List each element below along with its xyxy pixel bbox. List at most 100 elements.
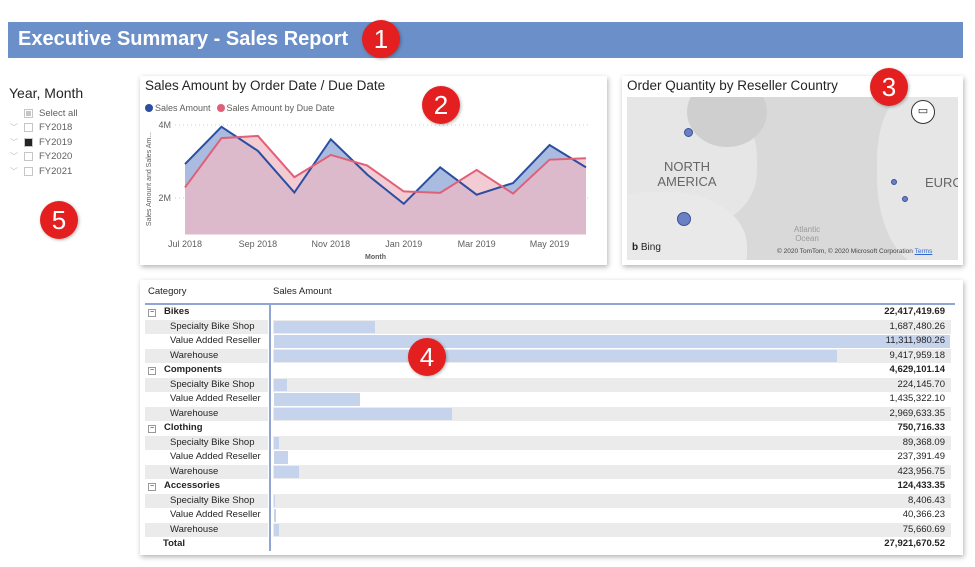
column-header-sales-amount[interactable]: Sales Amount xyxy=(273,286,332,297)
category-row[interactable]: − Bikes 22,417,419.69 xyxy=(145,305,951,320)
data-point[interactable] xyxy=(292,191,296,195)
data-bar xyxy=(274,494,275,507)
checkbox[interactable] xyxy=(24,152,33,161)
subcategory-row[interactable]: Specialty Bike Shop 1,687,480.26 xyxy=(145,319,951,334)
data-point[interactable] xyxy=(329,153,333,157)
data-point[interactable] xyxy=(219,125,223,129)
row-label-cell: Specialty Bike Shop xyxy=(145,435,268,450)
data-point[interactable] xyxy=(329,137,333,141)
row-label-cell: Specialty Bike Shop xyxy=(145,493,268,508)
data-point[interactable] xyxy=(511,181,515,185)
chart-legend: Sales Amount Sales Amount by Due Date xyxy=(145,103,335,113)
category-row[interactable]: − Accessories 124,433.35 xyxy=(145,479,951,494)
data-point[interactable] xyxy=(475,193,479,197)
chevron-down-icon[interactable]: ﹀ xyxy=(10,152,18,161)
row-label-cell: Specialty Bike Shop xyxy=(145,377,268,392)
sales-amount-value: 9,417,959.18 xyxy=(889,349,945,361)
category-label: Bikes xyxy=(164,306,190,317)
line-due-date[interactable] xyxy=(184,134,587,195)
subcategory-label: Warehouse xyxy=(170,349,219,361)
sales-amount-chart[interactable]: Sales Amount by Order Date / Due Date Sa… xyxy=(140,76,607,265)
x-tick-label: May 2019 xyxy=(530,239,570,249)
chevron-down-icon[interactable]: ﹀ xyxy=(10,166,18,176)
map-point-usa[interactable] xyxy=(677,212,691,226)
collapse-icon[interactable]: − xyxy=(148,483,156,491)
subcategory-row[interactable]: Warehouse 9,417,959.18 xyxy=(145,348,951,363)
slicer-item-fy2020[interactable]: ﹀ FY2020 xyxy=(10,150,72,164)
sales-amount-value: 8,406.43 xyxy=(908,494,945,506)
slicer-item-fy2018[interactable]: ﹀ FY2018 xyxy=(10,121,72,135)
data-point[interactable] xyxy=(584,156,588,160)
chevron-down-icon[interactable]: ﹀ xyxy=(10,123,18,132)
y-tick-label: 2M xyxy=(158,193,171,203)
data-point[interactable] xyxy=(438,191,442,195)
subcategory-row[interactable]: Value Added Reseller 11,311,980.26 xyxy=(145,334,951,349)
map-point-canada[interactable] xyxy=(684,128,693,137)
data-point[interactable] xyxy=(256,134,260,138)
subcategory-row[interactable]: Value Added Reseller 40,366.23 xyxy=(145,508,951,523)
data-point[interactable] xyxy=(475,168,479,172)
legend-item-sales-amount[interactable]: Sales Amount xyxy=(145,103,211,113)
legend-dot xyxy=(145,104,153,112)
data-point[interactable] xyxy=(511,192,515,196)
slicer-item-fy2019[interactable]: ﹀ FY2019 xyxy=(10,135,72,149)
chevron-down-icon[interactable]: ﹀ xyxy=(10,137,18,147)
data-bar xyxy=(274,407,452,420)
data-point[interactable] xyxy=(402,202,406,206)
sales-amount-value: 423,956.75 xyxy=(897,465,945,477)
sales-amount-value: 22,417,419.69 xyxy=(884,306,945,317)
subcategory-row[interactable]: Value Added Reseller 237,391.49 xyxy=(145,450,951,465)
subcategory-row[interactable]: Warehouse 2,969,633.35 xyxy=(145,406,951,421)
collapse-icon[interactable]: − xyxy=(148,309,156,317)
checkbox[interactable] xyxy=(24,123,33,132)
checkbox[interactable] xyxy=(24,137,33,147)
data-point[interactable] xyxy=(256,149,260,153)
sales-matrix: Category Sales Amount − Bikes 22,417,419.6… xyxy=(140,280,963,555)
bar-background xyxy=(273,450,951,465)
subcategory-row[interactable]: Specialty Bike Shop 224,145.70 xyxy=(145,377,951,392)
checkbox[interactable] xyxy=(24,108,33,118)
data-point[interactable] xyxy=(365,164,369,168)
y-tick-label: 4M xyxy=(158,120,171,130)
map-title: Order Quantity by Reseller Country xyxy=(627,78,838,93)
data-point[interactable] xyxy=(365,173,369,177)
focus-mode-icon[interactable]: ▭ xyxy=(911,100,935,124)
row-label-cell: Warehouse xyxy=(145,522,268,537)
data-point[interactable] xyxy=(584,165,588,169)
line-sales-amount[interactable] xyxy=(184,125,587,206)
land-europe xyxy=(877,97,958,260)
category-row[interactable]: − Clothing 750,716.33 xyxy=(145,421,951,436)
data-point[interactable] xyxy=(292,175,296,179)
map-point-uk[interactable] xyxy=(891,179,897,185)
subcategory-row[interactable]: Warehouse 75,660.69 xyxy=(145,522,951,537)
map-visual[interactable]: Order Quantity by Reseller Country NORTH… xyxy=(622,76,963,265)
subcategory-row[interactable]: Specialty Bike Shop 89,368.09 xyxy=(145,435,951,450)
terms-link[interactable]: Terms xyxy=(914,248,933,255)
row-label-cell: Value Added Reseller xyxy=(145,450,268,465)
legend-item-due-date[interactable]: Sales Amount by Due Date xyxy=(216,103,335,113)
row-label-cell: − Components xyxy=(145,363,268,378)
data-point[interactable] xyxy=(402,189,406,193)
category-row[interactable]: − Components 4,629,101.14 xyxy=(145,363,951,378)
subcategory-row[interactable]: Value Added Reseller 1,435,322.10 xyxy=(145,392,951,407)
collapse-icon[interactable]: − xyxy=(148,425,156,433)
data-bar xyxy=(274,523,279,536)
slicer-item-fy2021[interactable]: ﹀ FY2021 xyxy=(10,164,72,178)
subcategory-row[interactable]: Specialty Bike Shop 8,406.43 xyxy=(145,493,951,508)
map-canvas[interactable]: NORTH AMERICA EURO Atlantic Ocean ▭ b Bi… xyxy=(627,97,958,260)
data-point[interactable] xyxy=(548,158,552,162)
chart-title: Sales Amount by Order Date / Due Date xyxy=(145,78,386,93)
annotation-marker-3: 3 xyxy=(870,68,908,106)
checkbox[interactable] xyxy=(24,166,33,176)
data-point[interactable] xyxy=(219,136,223,140)
total-row[interactable]: Total 27,921,670.52 xyxy=(145,537,951,552)
data-point[interactable] xyxy=(438,165,442,169)
column-header-category[interactable]: Category xyxy=(148,286,187,297)
subcategory-row[interactable]: Warehouse 423,956.75 xyxy=(145,464,951,479)
data-point[interactable] xyxy=(548,143,552,147)
map-point-france[interactable] xyxy=(902,196,908,202)
data-point[interactable] xyxy=(183,162,187,166)
collapse-icon[interactable]: − xyxy=(148,367,156,375)
slicer-item-select-all[interactable]: Select all xyxy=(10,106,78,120)
data-point[interactable] xyxy=(183,185,187,189)
